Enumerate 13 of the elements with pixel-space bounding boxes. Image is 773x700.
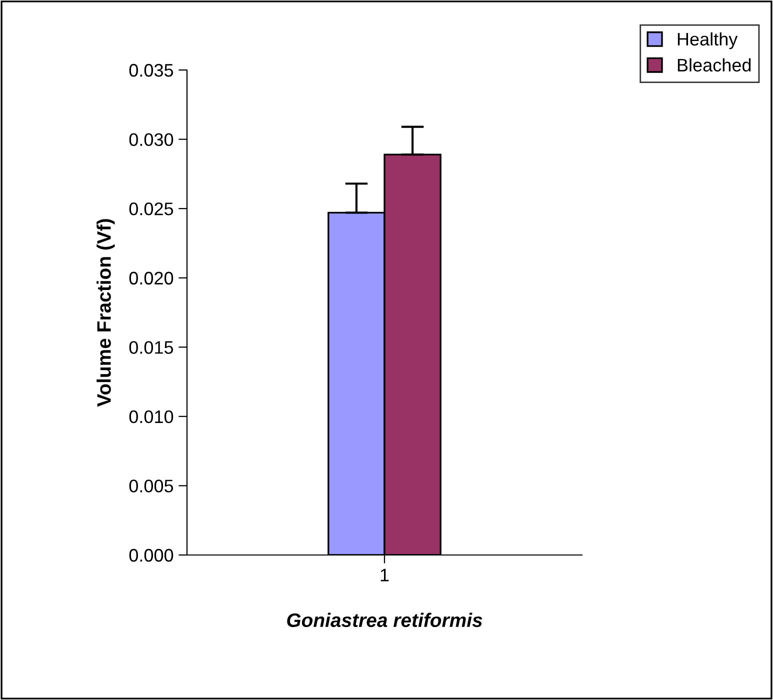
y-tick-label: 0.020 (129, 272, 174, 285)
x-axis-title: Goniastrea retiformis (287, 612, 482, 628)
y-tick-label: 0.010 (129, 410, 174, 424)
x-tick-label: 1 (380, 568, 389, 582)
y-tick-label: 0.025 (129, 202, 174, 216)
y-tick-label: 0.005 (129, 480, 174, 492)
y-tick-label: 0.035 (129, 64, 174, 77)
y-tick-label: 0.015 (129, 341, 174, 354)
y-tick-label: 0.030 (129, 133, 174, 146)
y-axis-title: Volume Fraction (Vf) (96, 219, 115, 407)
y-tick-label: 0.000 (129, 548, 174, 562)
legend-label: Healthy (678, 32, 738, 50)
legend-label: Bleached (678, 58, 751, 72)
